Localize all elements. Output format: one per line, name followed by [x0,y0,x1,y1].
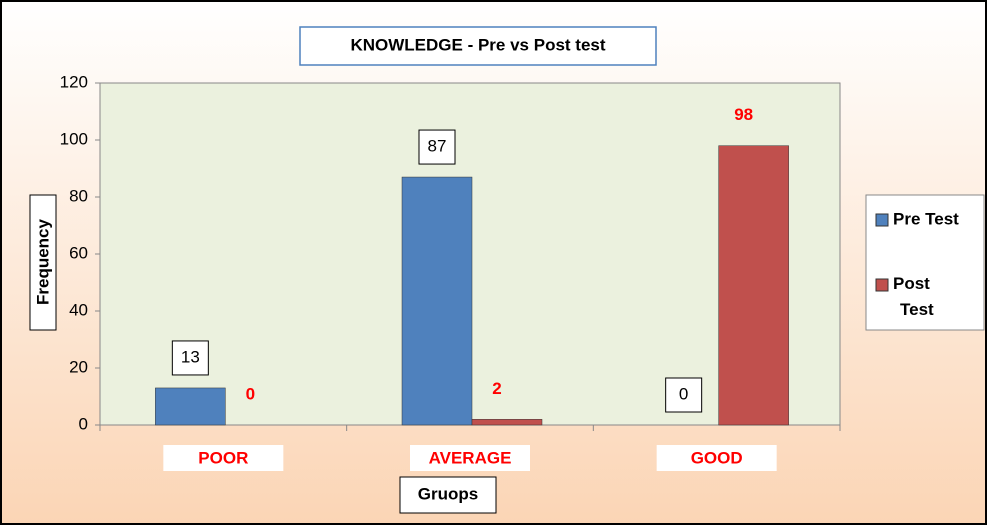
bar [401,176,473,426]
y-axis-label: Frequency [33,218,52,305]
bar [718,145,789,426]
legend-label: Post Test [893,274,934,319]
legend-label: Pre Test [893,209,959,228]
value-label: 2 [492,379,501,398]
x-label-bg [656,445,777,471]
chart-title: KNOWLEDGE - Pre vs Post test [350,35,605,54]
x-label-bg [410,445,530,471]
y-tick-label: 80 [69,186,88,205]
y-tick-label: 40 [69,300,88,319]
y-tick-label: 100 [60,129,88,148]
y-tick-label: 0 [79,414,88,433]
x-tick-label: POOR [198,448,248,467]
value-label: 87 [428,137,447,156]
value-label: 0 [679,384,688,403]
value-label: 13 [181,347,200,366]
x-tick-label: AVERAGE [429,448,512,467]
y-tick-label: 120 [60,72,88,91]
y-tick-label: 20 [69,357,88,376]
y-label-bg [29,194,57,331]
value-label-box [171,340,209,376]
title-box [299,26,657,66]
x-axis-label: Gruops [418,484,478,503]
x-label-box [399,476,497,514]
bar [155,387,226,426]
x-tick-label: GOOD [691,448,743,467]
value-label-box [418,129,456,165]
bar [471,419,543,426]
value-label: 0 [246,384,255,403]
value-label: 98 [734,105,753,124]
legend-swatch [875,213,889,227]
x-label-bg [163,445,284,471]
legend-swatch [875,278,889,292]
y-tick-label: 60 [69,243,88,262]
value-label-box [665,377,703,413]
